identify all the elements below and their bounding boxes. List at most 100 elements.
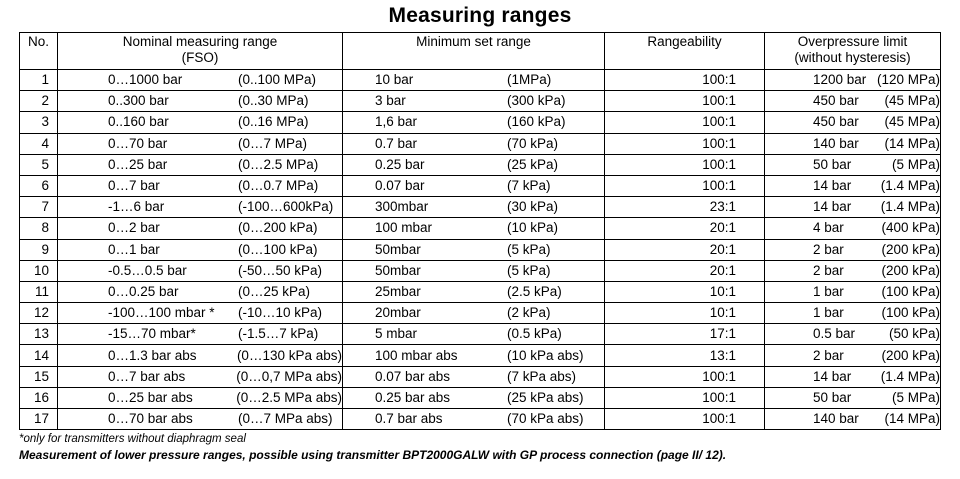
nominal-range-cell: 0…0.25 bar (0…25 kPa) [57,280,343,304]
minimum-range-bar: 0.7 bar [375,135,418,151]
overpressure-bar: 4 bar [813,220,844,236]
nominal-range-cell: 0..300 bar (0..30 MPa) [57,90,343,113]
overpressure-bar: 450 bar [813,93,859,109]
overpressure-pa: (5 MPa) [891,389,940,405]
minimum-range-cell: 0.25 bar (25 kPa) [342,153,605,176]
overpressure-pa: (5 MPa) [891,156,940,172]
overpressure-bar: 450 bar [813,114,859,130]
row-number: 14 [19,344,58,367]
row-number: 2 [19,90,58,113]
table-row: 4 0…70 bar (0…7 MPa) 0.7 bar (70 kPa) 100:1 14… [19,132,941,155]
minimum-range-cell: 10 bar (1MPa) [342,68,605,92]
nominal-range-bar: 0…70 bar [108,135,168,151]
nominal-range-bar: 0…25 bar abs [108,389,193,405]
minimum-range-cell: 100 mbar (10 kPa) [342,217,605,240]
nominal-range-bar: 0…1 bar [108,241,160,257]
nominal-range-bar: 0..300 bar [108,93,169,109]
table-row: 5 0…25 bar (0…2.5 MPa) 0.25 bar (25 kPa) 100:… [19,153,941,176]
overpressure-bar: 140 bar [813,135,859,151]
footnote: *only for transmitters without diaphragm… [19,433,246,445]
header-overpressure-limit: Overpressure limit (without hysteresis) [764,32,941,70]
overpressure-cell: 14 bar (1.4 MPa) [764,365,941,388]
rangeability-cell: 10:1 [604,280,765,304]
row-number: 6 [19,174,58,198]
overpressure-cell: 50 bar (5 MPa) [764,386,941,410]
table-row: 3 0..160 bar (0..16 MPa) 1,6 bar (160 kPa) 10… [19,111,941,134]
rangeability-cell: 17:1 [604,323,765,346]
minimum-range-cell: 0.07 bar (7 kPa) [342,174,605,198]
table-row: 1 0…1000 bar (0..100 MPa) 10 bar (1MPa) 100:1… [19,68,941,92]
nominal-range-cell: -100…100 mbar * (-10…10 kPa) [57,302,343,325]
overpressure-bar: 1 bar [813,283,844,299]
nominal-range-bar: 0…25 bar [108,156,168,172]
overpressure-bar: 14 bar [813,199,852,215]
nominal-range-pa: (0…7 MPa abs) [238,411,333,427]
overpressure-pa: (400 kPa) [881,220,940,236]
overpressure-cell: 4 bar (400 kPa) [764,217,941,240]
minimum-range-cell: 0.25 bar abs (25 kPa abs) [342,386,605,410]
row-number: 5 [19,153,58,176]
minimum-range-pa: (25 kPa) [507,156,559,172]
minimum-range-cell: 50mbar (5 kPa) [342,238,605,261]
nominal-range-pa: (0..16 MPa) [238,114,309,130]
minimum-range-bar: 3 bar [375,93,406,109]
overpressure-bar: 50 bar [813,156,852,172]
header-overpressure-line1: Overpressure limit [797,34,908,49]
table-row: 16 0…25 bar abs (0…2.5 MPa abs) 0.25 bar ab… [19,386,941,410]
overpressure-pa: (50 kPa) [888,326,940,342]
nominal-range-cell: 0..160 bar (0..16 MPa) [57,111,343,134]
overpressure-pa: (1.4 MPa) [880,178,940,194]
minimum-range-bar: 0.25 bar [375,156,425,172]
row-number: 17 [19,407,58,431]
overpressure-cell: 450 bar (45 MPa) [764,111,941,134]
nominal-range-cell: 0…25 bar (0…2.5 MPa) [57,153,343,176]
minimum-range-bar: 20mbar [375,305,421,321]
minimum-range-cell: 1,6 bar (160 kPa) [342,111,605,134]
row-number: 12 [19,302,58,325]
table-row: 11 0…0.25 bar (0…25 kPa) 25mbar (2.5 kPa) 10:… [19,280,941,304]
overpressure-cell: 2 bar (200 kPa) [764,259,941,282]
rangeability-cell: 100:1 [604,365,765,388]
nominal-range-bar: 0..160 bar [108,114,169,130]
overpressure-cell: 14 bar (1.4 MPa) [764,196,941,219]
rangeability-cell: 10:1 [604,302,765,325]
minimum-range-bar: 100 mbar abs [375,347,458,363]
nominal-range-cell: 0…7 bar (0…0.7 MPa) [57,174,343,198]
nominal-range-cell: 0…1000 bar (0..100 MPa) [57,68,343,92]
nominal-range-cell: -0.5…0.5 bar (-50…50 kPa) [57,259,343,282]
minimum-range-bar: 10 bar [375,72,414,88]
overpressure-cell: 2 bar (200 kPa) [764,238,941,261]
nominal-range-bar: 0…7 bar [108,178,160,194]
nominal-range-bar: 0…1.3 bar abs [108,347,197,363]
overpressure-pa: (1.4 MPa) [880,368,940,384]
minimum-range-cell: 0.7 bar (70 kPa) [342,132,605,155]
nominal-range-cell: 0…70 bar (0…7 MPa) [57,132,343,155]
nominal-range-bar: 0…70 bar abs [108,411,193,427]
minimum-range-bar: 50mbar [375,262,421,278]
minimum-range-bar: 0.25 bar abs [375,389,451,405]
minimum-range-cell: 50mbar (5 kPa) [342,259,605,282]
nominal-range-cell: 0…25 bar abs (0…2.5 MPa abs) [57,386,343,410]
nominal-range-pa: (0…25 kPa) [238,283,311,299]
overpressure-pa: (1.4 MPa) [880,199,940,215]
overpressure-bar: 1 bar [813,305,844,321]
header-rangeability: Rangeability [604,32,765,70]
minimum-range-cell: 100 mbar abs (10 kPa abs) [342,344,605,367]
minimum-range-cell: 5 mbar (0.5 kPa) [342,323,605,346]
overpressure-pa: (45 MPa) [884,93,940,109]
overpressure-bar: 14 bar [813,368,852,384]
overpressure-cell: 1 bar (100 kPa) [764,280,941,304]
overpressure-cell: 140 bar (14 MPa) [764,407,941,431]
overpressure-bar: 2 bar [813,347,844,363]
nominal-range-pa: (0..100 MPa) [238,72,317,88]
table-row: 7 -1…6 bar (-100…600kPa) 300mbar (30 kPa) 23:… [19,196,941,219]
minimum-range-bar: 100 mbar [375,220,433,236]
table-row: 17 0…70 bar abs (0…7 MPa abs) 0.7 bar abs (7… [19,407,941,431]
minimum-range-pa: (2.5 kPa) [507,283,562,299]
rangeability-cell: 100:1 [604,111,765,134]
table-row: 9 0…1 bar (0…100 kPa) 50mbar (5 kPa) 20:1 2 ba… [19,238,941,261]
nominal-range-bar: -1…6 bar [108,199,165,215]
table-header-row: No. Nominal measuring range (FSO) Minimu… [19,32,941,70]
table-row: 2 0..300 bar (0..30 MPa) 3 bar (300 kPa) 100:… [19,90,941,113]
minimum-range-cell: 300mbar (30 kPa) [342,196,605,219]
